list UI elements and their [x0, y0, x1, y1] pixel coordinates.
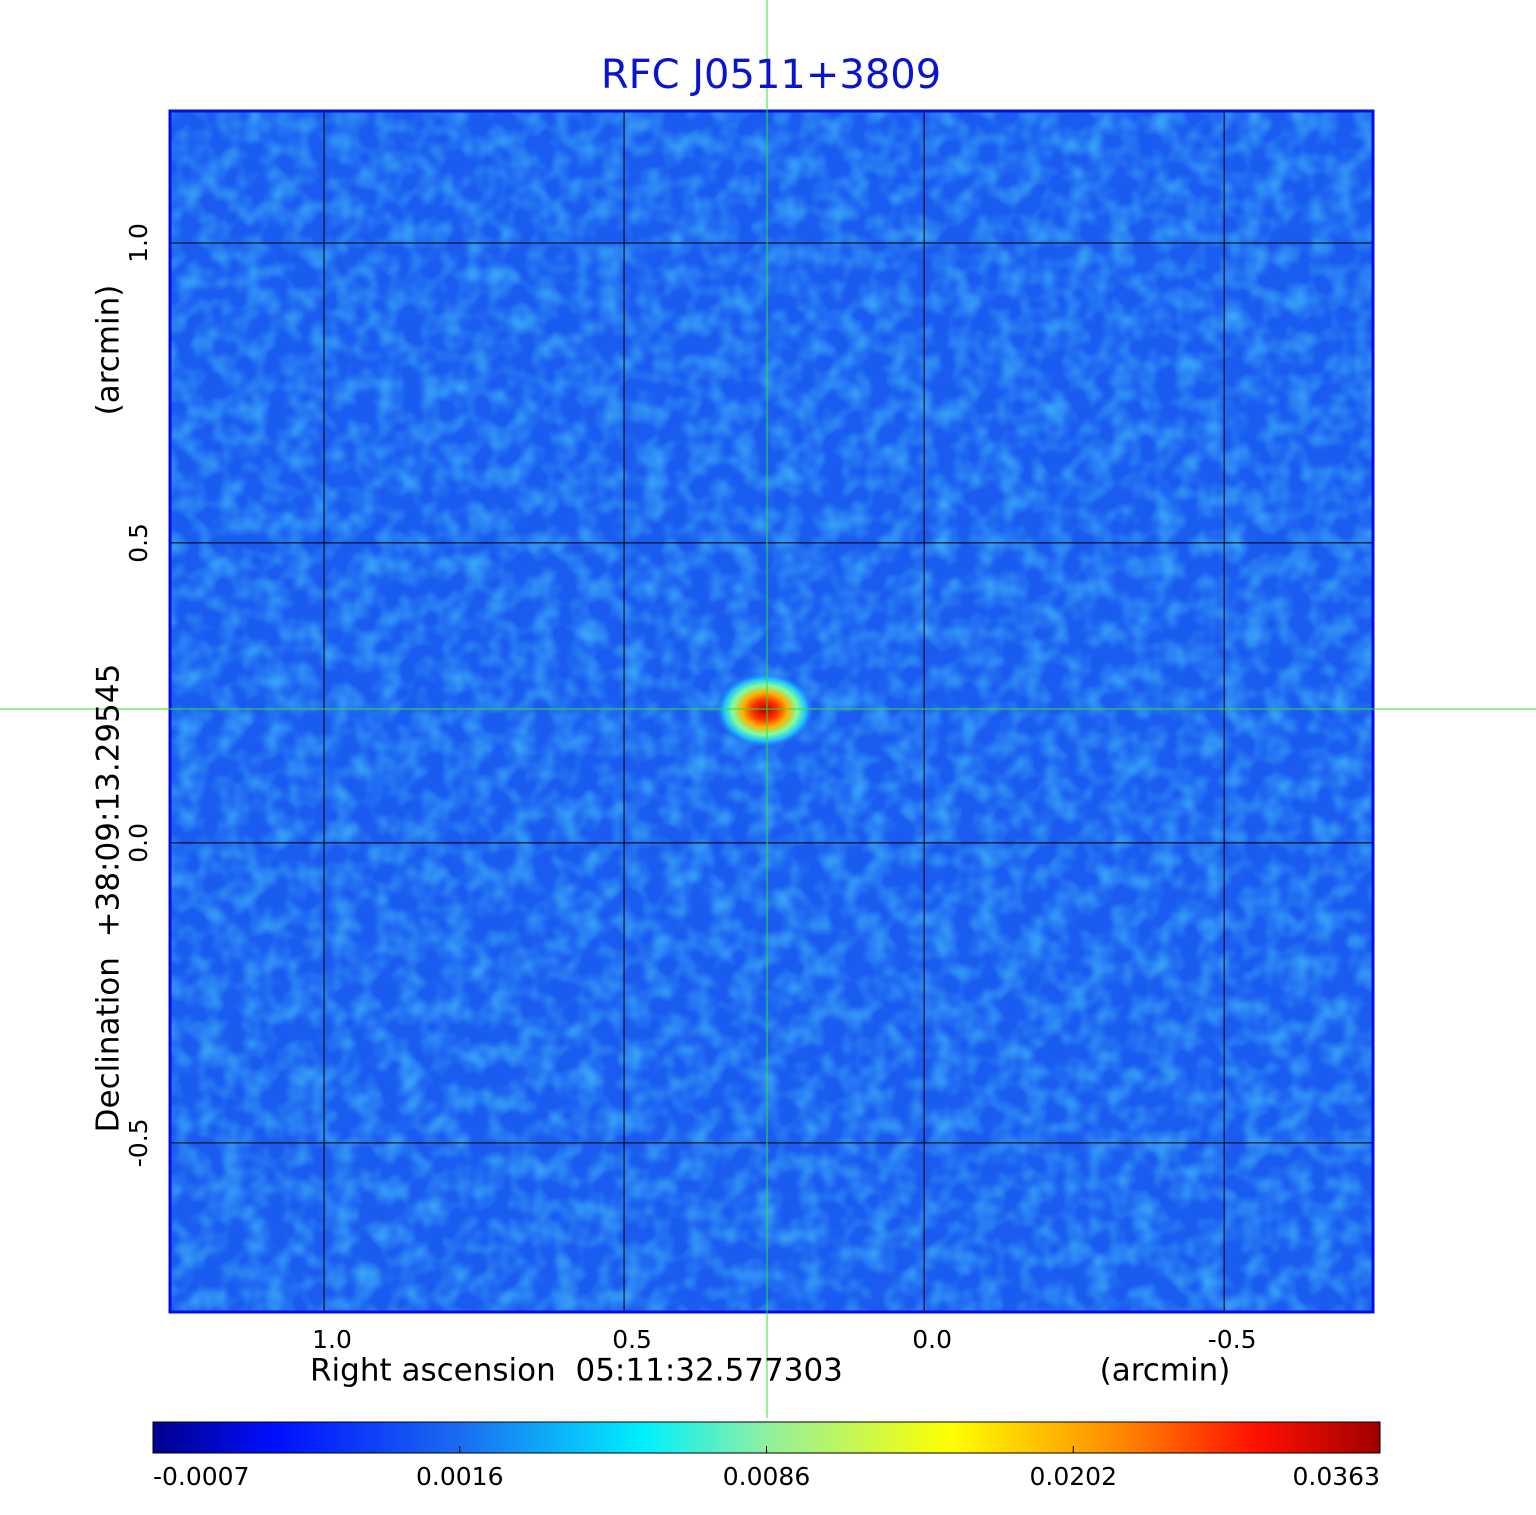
x-tick-label: 0.5: [612, 1325, 652, 1354]
frame: [168, 109, 1375, 1314]
colorbar-tick-label: 0.0363: [1293, 1462, 1380, 1491]
x-axis-unit: (arcmin): [1100, 1353, 1231, 1389]
y-tick-label: 0.5: [124, 523, 153, 563]
x-tick-label: 1.0: [312, 1325, 352, 1354]
y-tick-label: 0.0: [124, 823, 153, 863]
colorbar-tick-label: -0.0007: [153, 1462, 250, 1491]
x-axis-label: Right ascension 05:11:32.577303: [310, 1353, 843, 1389]
x-tick-label: 0.0: [912, 1325, 952, 1354]
x-tick-label: -0.5: [1208, 1325, 1257, 1354]
chart-title: RFC J0511+3809: [601, 52, 941, 98]
y-tick-label: 1.0: [124, 223, 153, 263]
y-axis-label: Declination +38:09:13.29545: [91, 664, 127, 1133]
source: [715, 672, 815, 748]
colorbar-tick-label: 0.0016: [416, 1462, 503, 1491]
colorbar-tick-label: 0.0202: [1030, 1462, 1117, 1491]
y-axis-unit: (arcmin): [91, 285, 127, 416]
y-tick-label: -0.5: [124, 1118, 153, 1167]
colorbar-tick-label: 0.0086: [723, 1462, 810, 1491]
